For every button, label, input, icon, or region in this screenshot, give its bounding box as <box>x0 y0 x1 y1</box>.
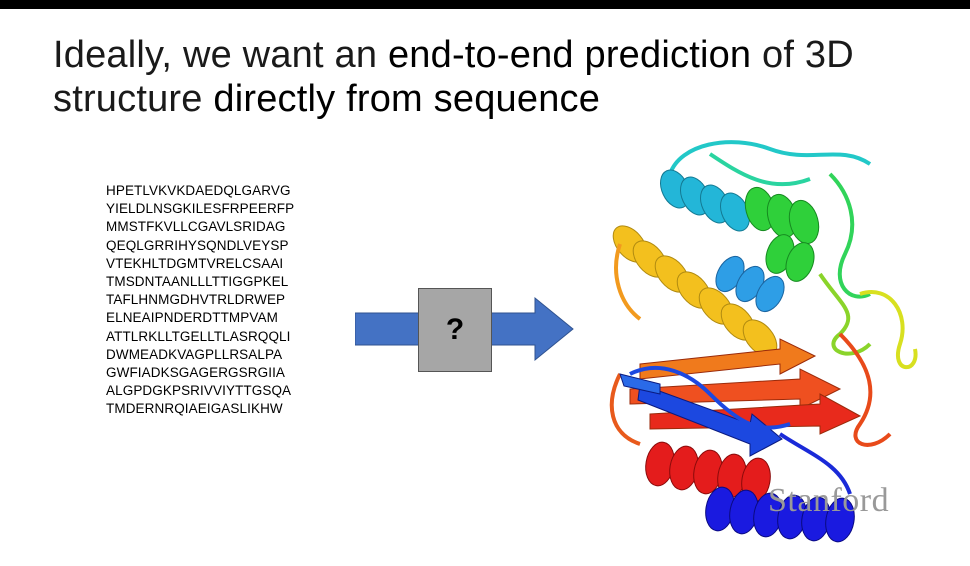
sequence-line: ALGPDGKPSRIVVIYTTGSQA <box>106 383 292 399</box>
sequence-line: TMDERNRQIAEIGASLIKHW <box>106 401 283 417</box>
sequence-line: HPETLVKVKDAEDQLGARVG <box>106 183 291 198</box>
sequence-line: VTEKHLTDGMTVRELCSAAI <box>106 255 284 271</box>
title-part-3: of 3D structure <box>53 34 854 120</box>
protein-structure-image <box>609 140 918 543</box>
title-part-1: Ideally, we want an <box>53 34 388 76</box>
sequence-line: ELNEAIPNDERDTTMPVAM <box>106 310 278 326</box>
title-part-4: directly from sequence <box>213 78 601 120</box>
sequence-line: YIELDLNSGKILESFRPEERFP <box>106 201 295 217</box>
sequence-line: DWMEADKVAGPLLRSALPA <box>106 346 283 362</box>
sequence-line: ATTLRKLLTGELLTLASRQQLI <box>106 328 291 344</box>
sequence-line: TMSDNTAANLLLTTIGGPKEL <box>106 274 289 290</box>
sequence-line: MMSTFKVLLCGAVLSRIDAG <box>106 219 286 235</box>
amino-acid-sequence: HPETLVKVKDAEDQLGARVG YIELDLNSGKILESFRPEE… <box>106 182 346 419</box>
slide-title: Ideally, we want an end-to-end predictio… <box>53 33 953 121</box>
title-part-2: end-to-end prediction <box>387 34 752 76</box>
sequence-line: QEQLGRRIHYSQNDLVEYSP <box>106 237 289 253</box>
top-bar <box>0 0 970 9</box>
sequence-line: TAFLHNMGDHVTRLDRWEP <box>106 292 286 308</box>
stanford-watermark: Stanford <box>768 482 890 519</box>
question-mark: ? <box>445 313 465 346</box>
sequence-line: GWFIADKSGAGERGSRGIIA <box>106 365 286 381</box>
unknown-model-box: ? <box>418 288 492 372</box>
